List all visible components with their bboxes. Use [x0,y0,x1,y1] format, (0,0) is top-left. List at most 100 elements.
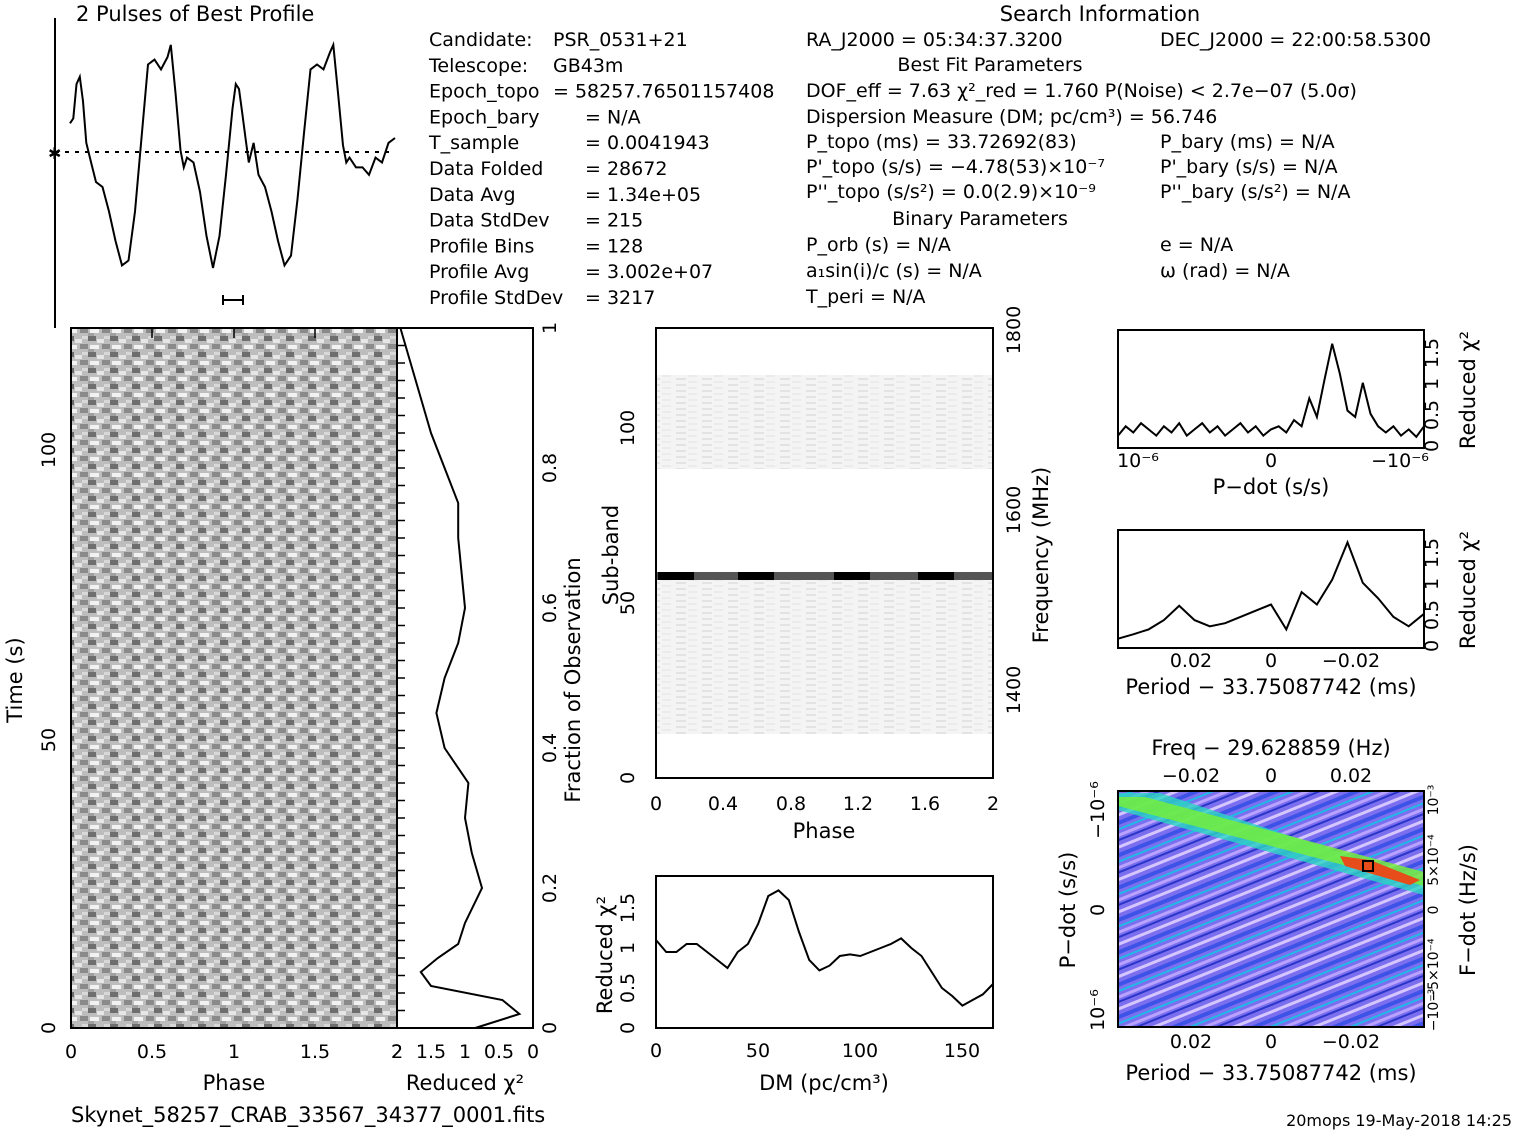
tick-label: 50 [38,728,60,752]
pbary-line: P_bary (ms) = N/A [1160,131,1335,153]
time-phase-chart: 0 0.5 1 1.5 2 0 50 100 Phase Time (s) [3,327,403,1095]
tick-label: 0.5 [617,973,639,1003]
search-info-header: Search Information [1000,2,1200,26]
tick-label: 100 [842,1040,878,1062]
tick-label: 10⁻⁶ [1087,989,1109,1031]
tick-label: 5×10⁻⁴ [1426,834,1442,886]
period-chi-trace [1117,539,1425,640]
tick-label: 0 [1265,1031,1277,1053]
tick-label: 0.4 [539,733,561,763]
tick-label: −10⁻³ [1426,989,1442,1032]
tick-label: 1.5 [416,1041,446,1063]
tick-label: 1 [1421,378,1443,390]
tick-label: 1.5 [1421,538,1443,568]
footer-stamp: 20mops 19-May-2018 14:25 [1286,1111,1512,1130]
rfi-pulse [738,572,774,580]
tick-label: −5×10⁻⁴ [1426,938,1442,1002]
info-value: = 3.002e+07 [585,261,713,283]
tick-label: 0 [650,1040,662,1062]
info-label: Data Folded [429,158,543,180]
dm-ylabel: Reduced χ² [593,896,617,1014]
tick-label: 1.5 [300,1041,330,1063]
info-label: Profile Avg [429,261,529,283]
tick-label: 0.02 [1170,650,1212,672]
info-label: Epoch_bary [429,106,539,128]
period-ylabel: Reduced χ² [1456,531,1480,649]
tick-label: 50 [746,1040,770,1062]
tick-label: 1 [228,1041,240,1063]
info-value: = 215 [585,210,643,232]
tick-label: 0 [617,772,639,784]
chi-vs-time-xlabel: Reduced χ² [406,1071,524,1095]
p-pdot-title: Freq − 29.628859 (Hz) [1151,736,1390,760]
subband-xlabel: Phase [793,819,856,843]
tick-label: −10⁻⁶ [1087,781,1109,839]
binary-header: Binary Parameters [892,208,1068,230]
dm-line: Dispersion Measure (DM; pc/cm³) = 56.746 [806,106,1217,128]
ptopo-line: P_topo (ms) = 33.72692(83) [806,131,1077,153]
info-label: T_sample [428,132,519,154]
chi-vs-time-ylabel: Fraction of Observation [561,557,585,802]
best-fit-header: Best Fit Parameters [897,54,1082,76]
tick-label: −0.02 [1322,1031,1380,1053]
info-value: = 28672 [585,158,667,180]
tick-label: 0 [1087,904,1109,916]
subband-rfi-line [656,572,993,580]
p-pdot-peak [1340,856,1420,885]
ra-line: RA_J2000 = 05:34:37.3200 [806,29,1063,51]
p-pdot-best-marker [1362,860,1374,872]
info-value: = N/A [585,106,641,128]
period-xlabel: Period − 33.75087742 (ms) [1125,675,1416,699]
tick-label: 0 [617,1022,639,1034]
tick-label: −0.02 [1162,765,1220,787]
tick-label: 1 [1421,578,1443,590]
tick-label: 0 [1421,440,1443,452]
tick-label: 0 [1265,765,1277,787]
tick-label: 1.5 [617,893,639,923]
p-pdot-xlabel: Period − 33.75087742 (ms) [1125,1061,1416,1085]
tick-label: 0.5 [137,1041,167,1063]
tick-label: 0.02 [1330,765,1372,787]
chi-vs-time-chart: 2 1.5 1 0.5 00 0.2 0.4 0.6 0.8 1 Reduced χ² Fract… [391,322,585,1095]
subband-lower-band [656,580,993,734]
tick-label: 1400 [1003,666,1025,714]
tick-label: 2 [391,1041,403,1063]
tick-label: −0.02 [1322,650,1380,672]
pdbary-line: P'_bary (s/s) = N/A [1160,156,1338,178]
tick-label: 150 [944,1040,980,1062]
subband-upper-band [656,375,993,469]
tick-label: 1 [459,1041,471,1063]
rfi-pulse [834,572,870,580]
tick-label: 1.6 [910,793,940,815]
tick-label: 1600 [1003,486,1025,534]
tick-label: 1 [617,942,639,954]
porb-line: P_orb (s) = N/A [806,234,951,256]
tick-label: 0.6 [539,593,561,623]
time-phase-xlabel: Phase [203,1071,266,1095]
rfi-pulse [658,572,694,580]
tick-label: 0.5 [1421,400,1443,430]
frequency-ylabel: Frequency (MHz) [1029,467,1053,643]
pdot-chi-chart: 10⁻⁶ 0 −10⁻⁶00.511.5 P−dot (s/s) Reduced χ… [1117,329,1480,499]
subband-phase-chart: 0 0.4 0.8 1.2 1.6 2 0 50 100 1400 1600 1800 Phase S… [599,306,1053,843]
info-value: = 128 [585,235,643,257]
tick-label: 10⁻⁶ [1117,450,1159,472]
pdot-ylabel: Reduced χ² [1456,331,1480,449]
info-label: Telescope: [428,55,528,77]
info-label: Profile StdDev [429,287,563,309]
info-label: Epoch_topo [429,81,539,103]
tick-label: 0.5 [1421,600,1443,630]
period-chi-chart: 0.02 0 −0.02 0 0.5 1 1.5 Period − 33.75087742 … [1117,529,1480,699]
p-pdot-ylabel: P−dot (s/s) [1056,852,1080,969]
tperi-line: T_peri = N/A [805,286,926,308]
tick-label: 0 [1265,650,1277,672]
fdot-ylabel: F−dot (Hz/s) [1456,844,1480,976]
ecc-line: e = N/A [1160,234,1233,256]
tick-label: 0.8 [776,793,806,815]
tick-label: −10⁻⁶ [1371,450,1429,472]
chi-vs-time-trace [399,327,522,1029]
tick-label: 50 [617,591,639,615]
tick-label: 10⁻³ [1426,785,1442,816]
dm-chi-trace [655,889,994,1007]
dec-line: DEC_J2000 = 22:00:58.5300 [1160,29,1431,51]
